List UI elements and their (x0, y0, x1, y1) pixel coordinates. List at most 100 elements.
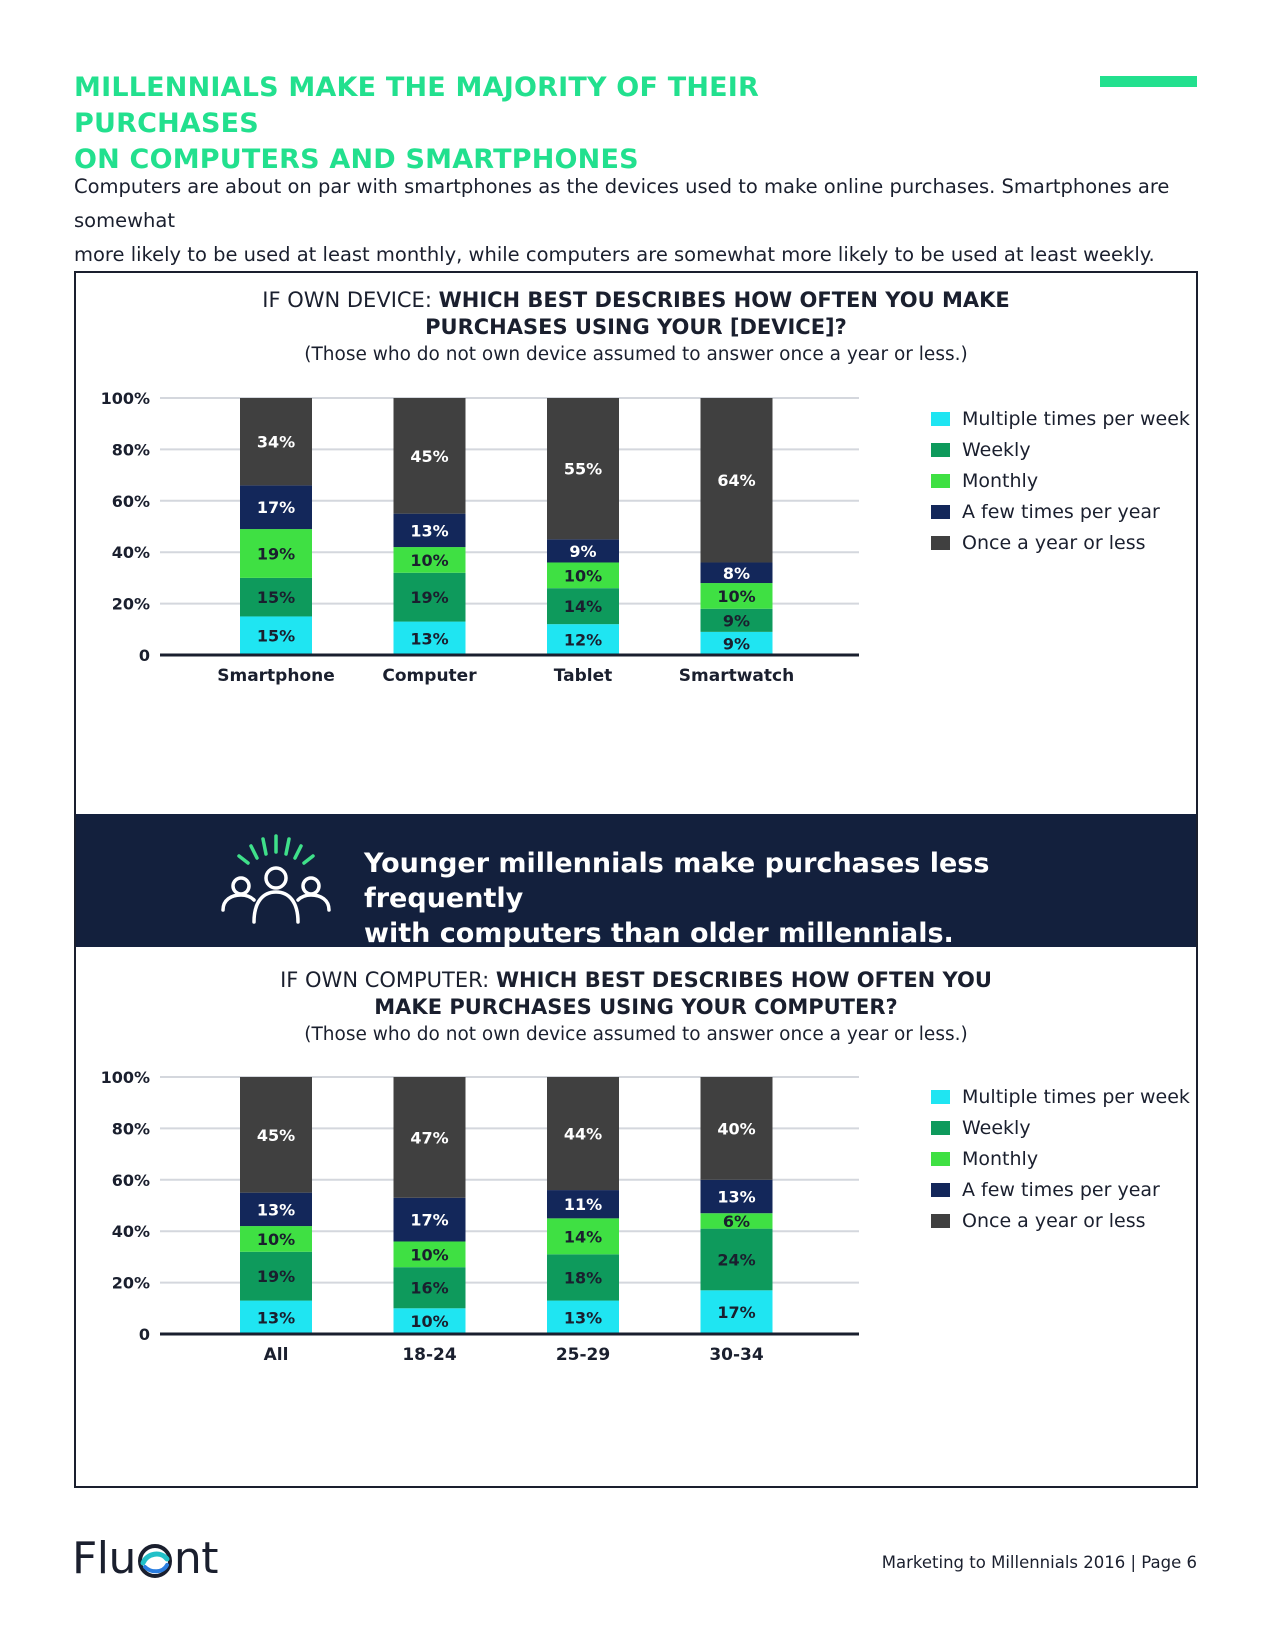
chart1-bar-segment (547, 624, 619, 655)
chart1-data-label: 9% (723, 611, 750, 630)
chart2-data-label: 40% (717, 1119, 755, 1138)
chart2-xtick-label: All (264, 1345, 289, 1365)
chart2-bar-segment (393, 1308, 466, 1334)
chart1-bar-segment (700, 398, 773, 563)
chart2-ytick-label: 40% (112, 1222, 150, 1241)
chart1-data-label: 10% (717, 587, 755, 606)
chart2-data-label: 16% (410, 1279, 448, 1298)
chart2-bar-segment (240, 1192, 312, 1227)
chart2-legend-item: Monthly (931, 1143, 1190, 1174)
chart1-legend-label: A few times per year (962, 500, 1160, 523)
chart2-legend-label: Monthly (962, 1147, 1039, 1170)
chart1-bar-segment (547, 398, 619, 540)
chart1-bar-segment (700, 631, 773, 655)
chart1-bar-segment (393, 398, 466, 514)
chart1-legend-label: Once a year or less (962, 531, 1146, 554)
chart1-question-line1: WHICH BEST DESCRIBES HOW OFTEN YOU MAKE (438, 288, 1010, 312)
chart1-bar-segment (393, 513, 466, 548)
chart1-question-line2: PURCHASES USING YOUR [DEVICE]? (425, 315, 847, 339)
chart1-bar-segment (700, 583, 773, 609)
chart2-bar-segment (393, 1267, 466, 1309)
fluent-logo: Flu nt (72, 1533, 219, 1584)
chart1-bar-segment (240, 616, 312, 655)
chart1-data-label: 64% (717, 471, 755, 490)
chart2-bar-segment (547, 1254, 619, 1301)
chart1-legend-label: Weekly (962, 438, 1031, 461)
chart2-bar-segment (700, 1077, 773, 1180)
chart1-ytick-label: 0 (139, 646, 150, 665)
chart1-data-label: 19% (410, 588, 448, 607)
chart2-data-label: 6% (723, 1212, 750, 1231)
logo-text-end: nt (173, 1533, 219, 1584)
chart2-data-label: 10% (257, 1230, 295, 1249)
chart1-data-label: 13% (410, 521, 448, 540)
chart2-question-line2: MAKE PURCHASES USING YOUR COMPUTER? (374, 995, 898, 1019)
chart1-bar-segment (547, 588, 619, 625)
chart2-legend-item: Multiple times per week (931, 1081, 1190, 1112)
chart2-bar-segment (700, 1179, 773, 1214)
chart1-legend-item: Monthly (931, 465, 1190, 496)
chart1-bar-segment (547, 539, 619, 563)
chart1-legend-item: Once a year or less (931, 527, 1190, 558)
chart1-legend-item: A few times per year (931, 496, 1190, 527)
chart1-legend-swatch (931, 473, 950, 488)
chart1-legend-swatch (931, 411, 950, 426)
chart2-legend-item: Weekly (931, 1112, 1190, 1143)
chart2-heading: IF OWN COMPUTER: WHICH BEST DESCRIBES HO… (76, 967, 1196, 1049)
chart2-data-label: 24% (717, 1250, 755, 1269)
banner-line1: Younger millennials make purchases less … (364, 848, 990, 914)
chart2-bar-segment (393, 1241, 466, 1268)
chart2-ytick-label: 20% (112, 1274, 150, 1293)
chart1-data-label: 45% (410, 447, 448, 466)
chart1-bar-segment (700, 562, 773, 584)
chart2-data-label: 17% (717, 1303, 755, 1322)
chart1-data-label: 8% (723, 564, 750, 583)
chart2-bar-segment (547, 1218, 619, 1255)
chart1-data-label: 19% (257, 544, 295, 563)
chart2-legend: Multiple times per week Weekly Monthly A fe… (931, 1081, 1190, 1236)
chart2-question-prefix: IF OWN COMPUTER: (280, 968, 496, 992)
chart1-data-label: 9% (723, 634, 750, 653)
chart2-bar-segment (700, 1228, 773, 1291)
chart1-legend-item: Multiple times per week (931, 403, 1190, 434)
chart1-legend: Multiple times per week Weekly Monthly A fe… (931, 403, 1190, 558)
chart2-legend-swatch (931, 1213, 950, 1228)
chart1-question-prefix: IF OWN DEVICE: (262, 288, 439, 312)
chart1-data-label: 34% (257, 433, 295, 452)
chart2-legend-label: Weekly (962, 1116, 1031, 1139)
chart1-bar-segment (240, 485, 312, 530)
chart2-legend-label: Multiple times per week (962, 1085, 1190, 1108)
chart2-data-label: 13% (257, 1308, 295, 1327)
chart2-bar-segment (700, 1213, 773, 1229)
chart2-ytick-label: 0 (139, 1325, 150, 1344)
chart2-legend-item: Once a year or less (931, 1205, 1190, 1236)
banner-headline: Younger millennials make purchases less … (364, 846, 1124, 951)
chart2-plot: 0 20% 40% 60% 80% 100% 13% 19% 10% 13% 45% All 10% 16… (101, 1068, 859, 1365)
chart1-data-label: 13% (410, 629, 448, 648)
chart2-data-label: 13% (717, 1188, 755, 1207)
chart2-ytick-label: 80% (112, 1119, 150, 1138)
chart2-data-label: 18% (564, 1268, 602, 1287)
chart1-data-label: 55% (564, 460, 602, 479)
chart2-bar-segment (700, 1290, 773, 1334)
chart2-data-label: 47% (410, 1128, 448, 1147)
chart1-data-label: 9% (569, 542, 596, 561)
chart1-legend-label: Monthly (962, 469, 1039, 492)
chart2-legend-swatch (931, 1120, 950, 1135)
chart1-ytick-label: 100% (101, 389, 150, 408)
banner-line2: with computers than older millennials. (364, 918, 954, 949)
chart2-bar-segment (240, 1300, 312, 1334)
logo-text-start: Flu (72, 1533, 136, 1584)
chart2-bar-segment (240, 1226, 312, 1252)
intro-paragraph: Computers are about on par with smartpho… (74, 170, 1204, 272)
chart1-data-label: 15% (257, 627, 295, 646)
chart2-legend-item: A few times per year (931, 1174, 1190, 1205)
chart2-bar-segment (547, 1300, 619, 1334)
chart1-xtick-label: Tablet (554, 666, 613, 686)
page-title: MILLENNIALS MAKE THE MAJORITY OF THEIR P… (74, 70, 934, 178)
chart2-bar-segment (393, 1077, 466, 1198)
chart2-legend-label: Once a year or less (962, 1209, 1146, 1232)
group-people-icon (221, 834, 331, 924)
chart1-plot: 0 20% 40% 60% 80% 100% 15% 15% 19% 17% 34% Smartpho… (101, 389, 859, 686)
page-title-line2: ON COMPUTERS AND SMARTPHONES (74, 144, 639, 175)
